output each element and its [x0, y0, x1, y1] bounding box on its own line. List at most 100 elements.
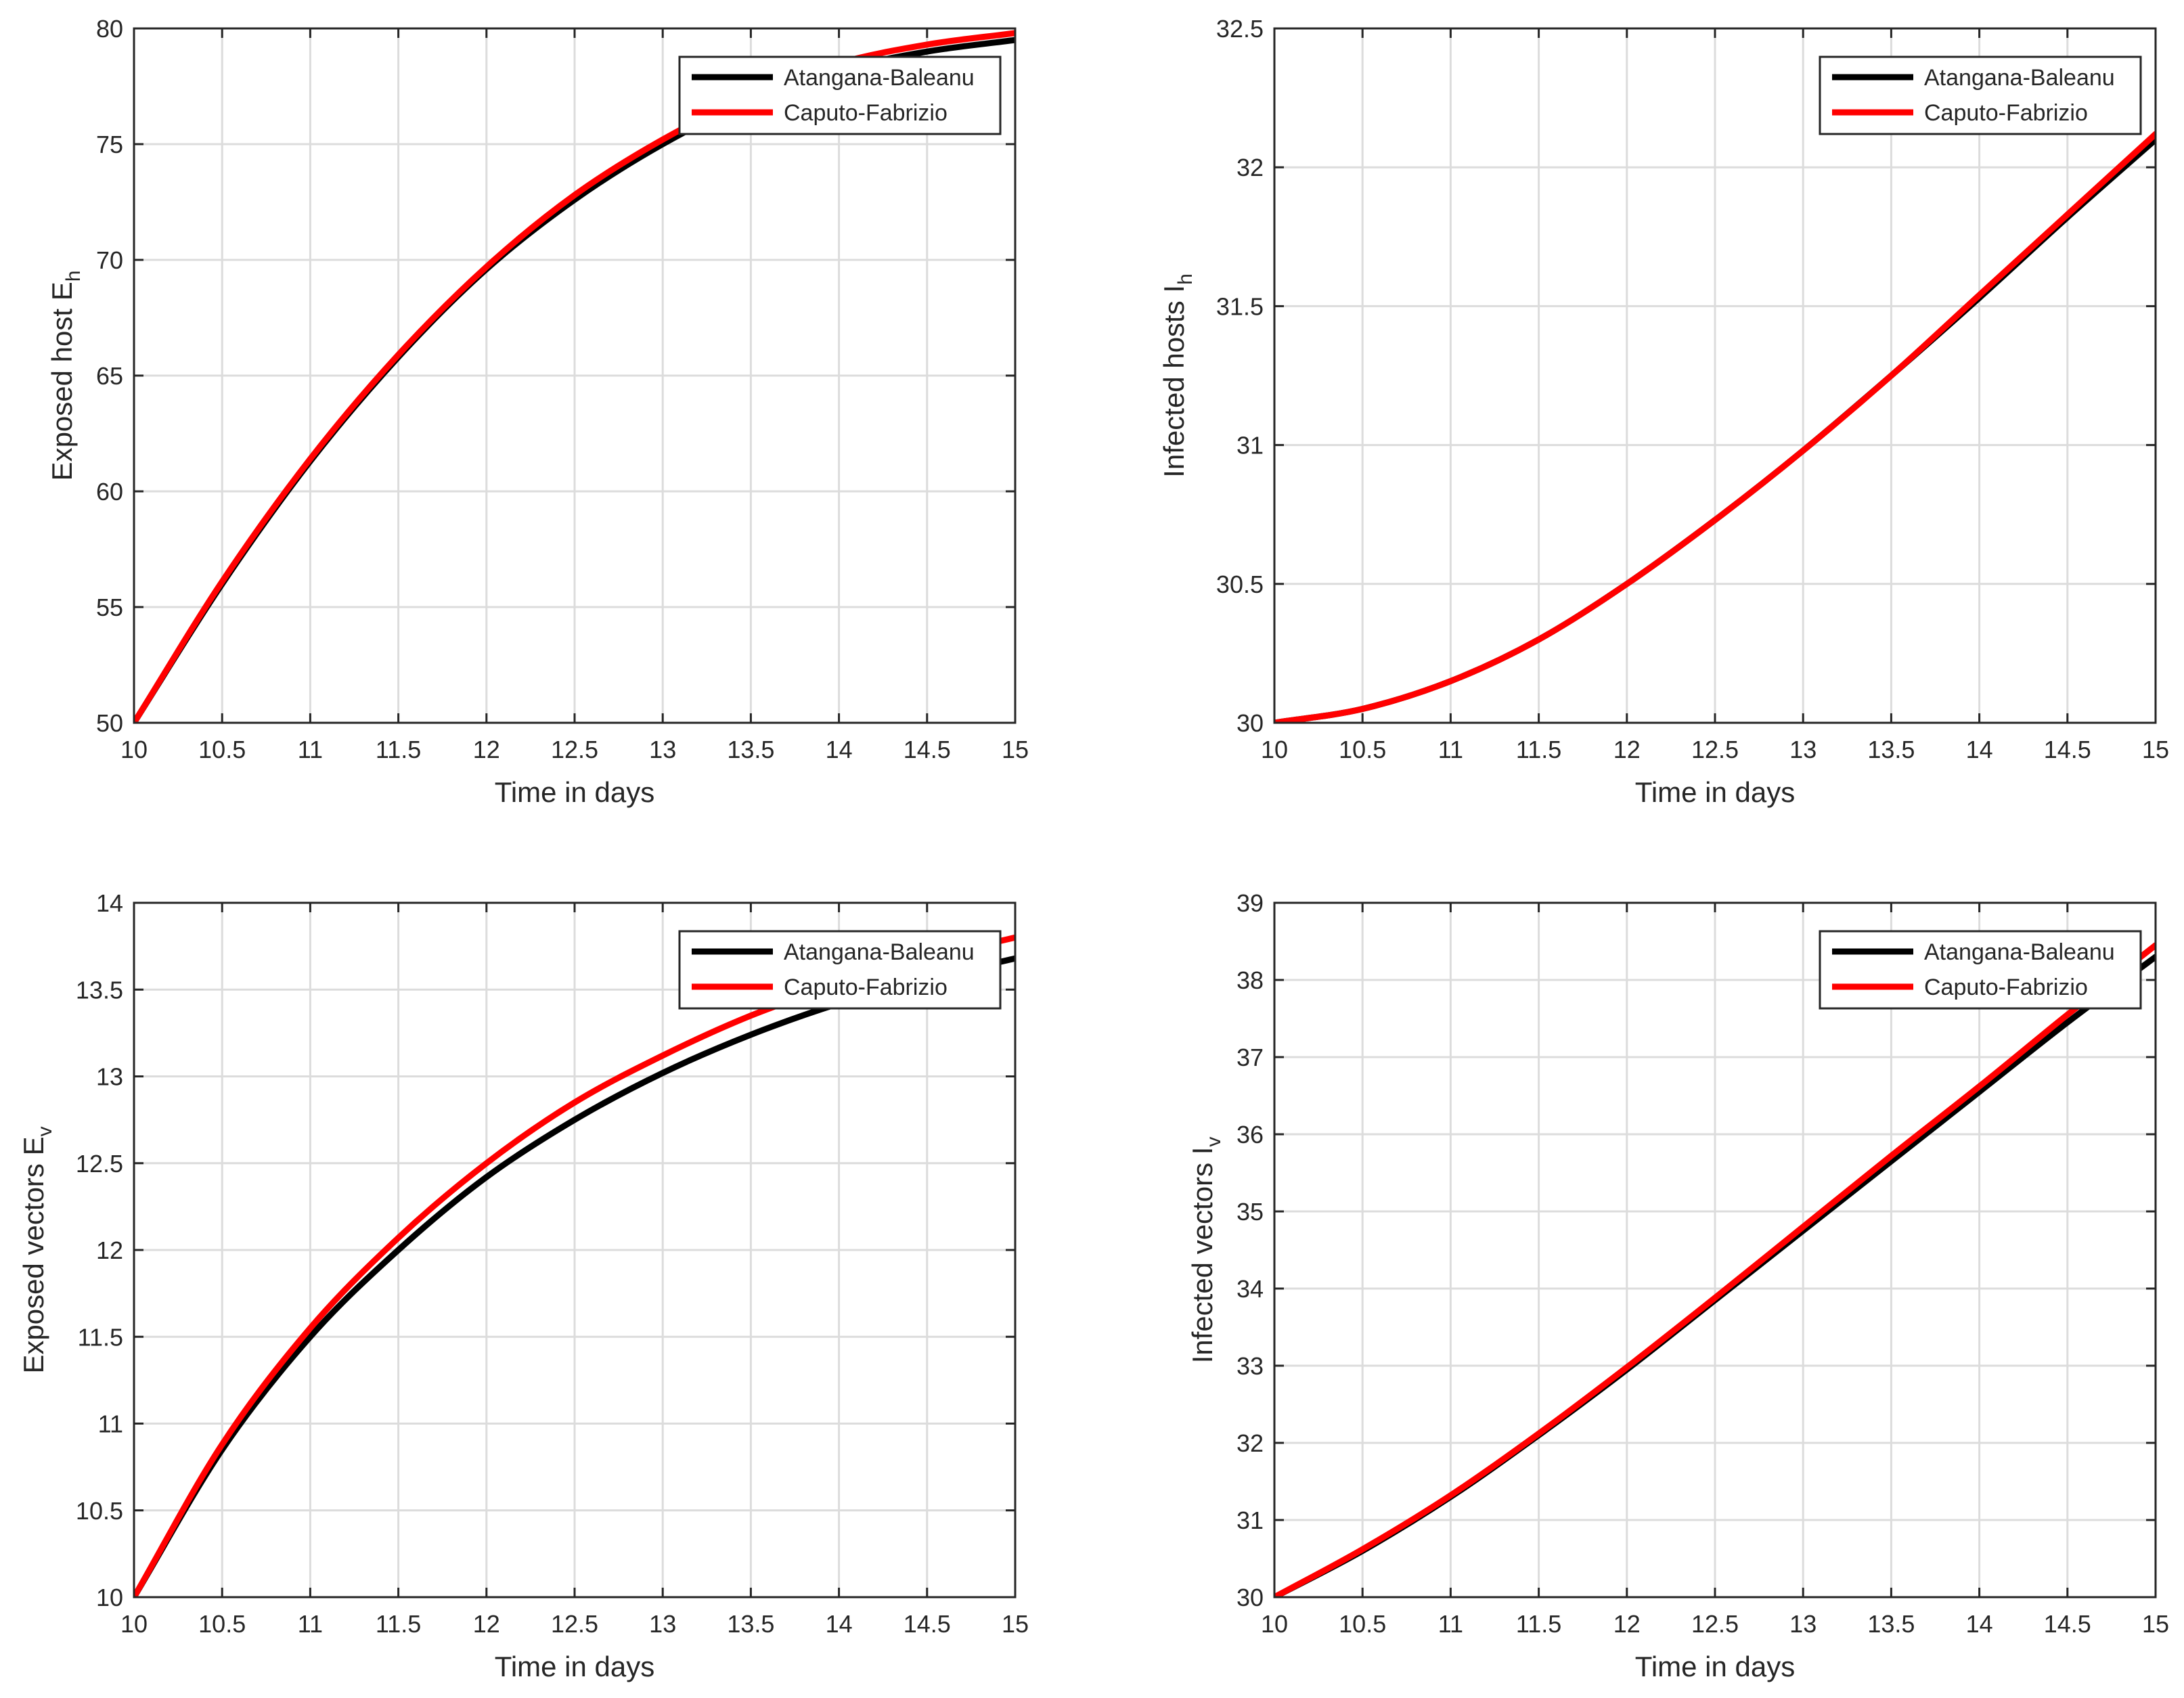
- x-tick-label: 11.5: [376, 1610, 421, 1638]
- x-tick-label: 13.5: [727, 1610, 774, 1638]
- x-tick-label: 12.5: [551, 736, 598, 763]
- x-tick-label: 11: [1438, 736, 1463, 763]
- x-tick-label: 15: [1002, 1610, 1029, 1638]
- x-tick-label: 11.5: [1516, 1610, 1561, 1638]
- x-tick-label: 12: [1613, 736, 1641, 763]
- x-tick-label: 10: [1261, 736, 1288, 763]
- x-tick-label: 11: [298, 736, 323, 763]
- legend-box: [678, 930, 1002, 1010]
- y-tick-label: 32.5: [1216, 15, 1264, 43]
- y-tick-label: 31.5: [1216, 292, 1264, 320]
- legend: Atangana-Baleanu Caputo-Fabrizio: [678, 55, 1002, 135]
- y-tick-label: 36: [1236, 1121, 1264, 1148]
- x-axis-title: Time in days: [1635, 1651, 1796, 1682]
- x-tick-label: 10: [120, 736, 148, 763]
- y-tick-label: 13: [96, 1063, 123, 1091]
- chart-panel-2: 10 10.5 11 11.5 12 12.5 13 13.5 14 14.5 15 30 30.5 31…: [1158, 15, 2169, 808]
- y-tick-label: 12.5: [76, 1150, 123, 1178]
- y-tick-label: 12: [96, 1236, 123, 1264]
- x-tick-label: 12.5: [1691, 736, 1739, 763]
- x-tick-label: 12: [473, 736, 500, 763]
- y-tick-label: 37: [1236, 1044, 1264, 1071]
- y-tick-label: 35: [1236, 1198, 1264, 1226]
- legend-label: Caputo-Fabrizio: [1924, 975, 2088, 1000]
- x-tick-label: 10: [1261, 1610, 1288, 1638]
- y-tick-label: 11.5: [78, 1323, 123, 1351]
- legend-label: Atangana-Baleanu: [1924, 939, 2115, 965]
- y-tick-label: 30.5: [1216, 571, 1264, 598]
- y-axis-title: Exposed host Eh: [46, 271, 85, 481]
- y-tick-label: 70: [96, 246, 123, 274]
- y-tick-label: 11: [98, 1410, 123, 1438]
- legend-label: Caputo-Fabrizio: [1924, 100, 2088, 126]
- x-axis-title: Time in days: [495, 776, 655, 808]
- x-tick-label: 14: [826, 1610, 853, 1638]
- x-tick-label: 10.5: [198, 736, 246, 763]
- x-tick-label: 13: [649, 736, 676, 763]
- legend-label: Atangana-Baleanu: [784, 65, 975, 91]
- legend-label: Caputo-Fabrizio: [784, 100, 948, 126]
- x-tick-label: 12.5: [1691, 1610, 1739, 1638]
- chart-panel-1: 10 10.5 11 11.5 12 12.5 13 13.5 14 14.5 15 50 55 60 65…: [46, 15, 1029, 808]
- y-tick-label: 50: [96, 709, 123, 737]
- x-tick-label: 14.5: [904, 1610, 951, 1638]
- y-axis-title-subscript: h: [62, 271, 85, 282]
- x-tick-label: 13.5: [1867, 1610, 1915, 1638]
- x-tick-label: 11: [298, 1610, 323, 1638]
- x-tick-label: 14: [1966, 736, 1993, 763]
- y-tick-label: 30: [1236, 1584, 1264, 1611]
- y-tick-label: 34: [1236, 1275, 1264, 1303]
- x-axis-title: Time in days: [495, 1651, 655, 1682]
- x-tick-label: 14: [826, 736, 853, 763]
- x-tick-label: 14.5: [904, 736, 951, 763]
- y-tick-label: 65: [96, 362, 123, 390]
- legend: Atangana-Baleanu Caputo-Fabrizio: [678, 930, 1002, 1010]
- x-tick-label: 12.5: [551, 1610, 598, 1638]
- legend-box: [1819, 930, 2142, 1010]
- x-tick-label: 12: [473, 1610, 500, 1638]
- x-tick-label: 15: [1002, 736, 1029, 763]
- legend-label: Atangana-Baleanu: [784, 939, 975, 965]
- x-tick-label: 14: [1966, 1610, 1993, 1638]
- legend-label: Atangana-Baleanu: [1924, 65, 2115, 91]
- y-tick-label: 80: [96, 15, 123, 43]
- y-tick-label: 31: [1236, 1506, 1264, 1534]
- legend: Atangana-Baleanu Caputo-Fabrizio: [1819, 930, 2142, 1010]
- legend-box: [678, 55, 1002, 135]
- y-tick-label: 13.5: [76, 976, 123, 1004]
- x-tick-label: 15: [2142, 1610, 2169, 1638]
- x-tick-label: 10: [120, 1610, 148, 1638]
- x-tick-label: 10.5: [1339, 1610, 1386, 1638]
- y-tick-label: 32: [1236, 154, 1264, 181]
- x-tick-label: 11.5: [1516, 736, 1561, 763]
- y-tick-label: 75: [96, 131, 123, 158]
- y-tick-label: 14: [96, 889, 123, 917]
- x-tick-label: 13.5: [727, 736, 774, 763]
- legend-label: Caputo-Fabrizio: [784, 975, 948, 1000]
- x-tick-label: 11.5: [376, 736, 421, 763]
- x-tick-label: 12: [1613, 1610, 1641, 1638]
- y-axis-title: Infected hosts Ih: [1158, 273, 1197, 478]
- chart-panel-4: 10 10.5 11 11.5 12 12.5 13 13.5 14 14.5 15 30 31 32 33…: [1186, 889, 2169, 1682]
- x-axis-title: Time in days: [1635, 776, 1796, 808]
- x-tick-label: 11: [1438, 1610, 1463, 1638]
- chart-panel-3: 10 10.5 11 11.5 12 12.5 13 13.5 14 14.5 15 10 10.5 11…: [18, 889, 1029, 1682]
- legend-box: [1819, 55, 2142, 135]
- x-tick-label: 13: [1789, 736, 1817, 763]
- y-tick-label: 38: [1236, 966, 1264, 994]
- y-tick-label: 55: [96, 594, 123, 621]
- x-tick-label: 10.5: [1339, 736, 1386, 763]
- y-tick-label: 60: [96, 478, 123, 506]
- y-tick-label: 30: [1236, 709, 1264, 737]
- y-tick-label: 31: [1236, 432, 1264, 460]
- x-tick-label: 13.5: [1867, 736, 1915, 763]
- y-tick-label: 39: [1236, 889, 1264, 917]
- x-tick-label: 13: [1789, 1610, 1817, 1638]
- y-axis-title: Infected vectors Iv: [1186, 1137, 1225, 1364]
- y-axis-title-subscript: v: [34, 1126, 56, 1136]
- x-tick-label: 14.5: [2044, 1610, 2091, 1638]
- x-tick-label: 14.5: [2044, 736, 2091, 763]
- y-tick-label: 33: [1236, 1352, 1264, 1380]
- legend: Atangana-Baleanu Caputo-Fabrizio: [1819, 55, 2142, 135]
